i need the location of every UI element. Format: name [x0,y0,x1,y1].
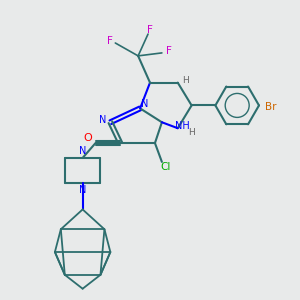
Text: Cl: Cl [161,162,171,172]
Text: F: F [166,46,172,56]
Text: H: H [188,128,195,137]
Text: N: N [79,146,86,156]
Text: F: F [147,25,153,35]
Text: N: N [79,184,86,195]
Text: NH: NH [175,121,190,131]
Text: Br: Br [265,102,277,112]
Text: O: O [83,133,92,143]
Text: H: H [182,76,189,85]
Text: F: F [107,36,113,46]
Text: N: N [141,99,149,110]
Text: N: N [99,115,106,125]
